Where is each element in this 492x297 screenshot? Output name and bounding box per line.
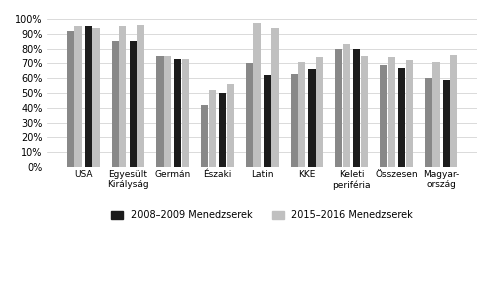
Bar bbox=[298, 62, 306, 167]
Bar bbox=[137, 25, 144, 167]
Bar bbox=[443, 80, 450, 167]
Bar bbox=[227, 84, 234, 167]
Bar bbox=[316, 58, 323, 167]
Bar bbox=[246, 64, 253, 167]
Bar bbox=[432, 62, 439, 167]
Bar bbox=[405, 61, 413, 167]
Bar bbox=[425, 78, 432, 167]
Bar bbox=[272, 28, 278, 167]
Bar bbox=[253, 23, 261, 167]
Bar bbox=[112, 41, 119, 167]
Bar bbox=[201, 105, 208, 167]
Bar bbox=[361, 56, 368, 167]
Bar bbox=[398, 68, 405, 167]
Bar bbox=[164, 56, 171, 167]
Bar bbox=[92, 28, 99, 167]
Bar bbox=[219, 93, 226, 167]
Bar bbox=[119, 26, 126, 167]
Bar bbox=[156, 56, 163, 167]
Bar bbox=[450, 55, 458, 167]
Bar bbox=[388, 58, 395, 167]
Bar bbox=[85, 26, 92, 167]
Bar bbox=[343, 44, 350, 167]
Bar bbox=[174, 59, 182, 167]
Bar bbox=[380, 65, 387, 167]
Bar bbox=[129, 41, 137, 167]
Bar bbox=[353, 49, 360, 167]
Bar bbox=[74, 26, 82, 167]
Legend: 2008–2009 Menedzserek, 2015–2016 Menedzserek: 2008–2009 Menedzserek, 2015–2016 Menedzs… bbox=[107, 207, 417, 224]
Bar bbox=[182, 59, 189, 167]
Bar bbox=[67, 31, 74, 167]
Bar bbox=[209, 90, 216, 167]
Bar bbox=[291, 74, 298, 167]
Bar bbox=[264, 75, 271, 167]
Bar bbox=[336, 49, 342, 167]
Bar bbox=[308, 69, 316, 167]
